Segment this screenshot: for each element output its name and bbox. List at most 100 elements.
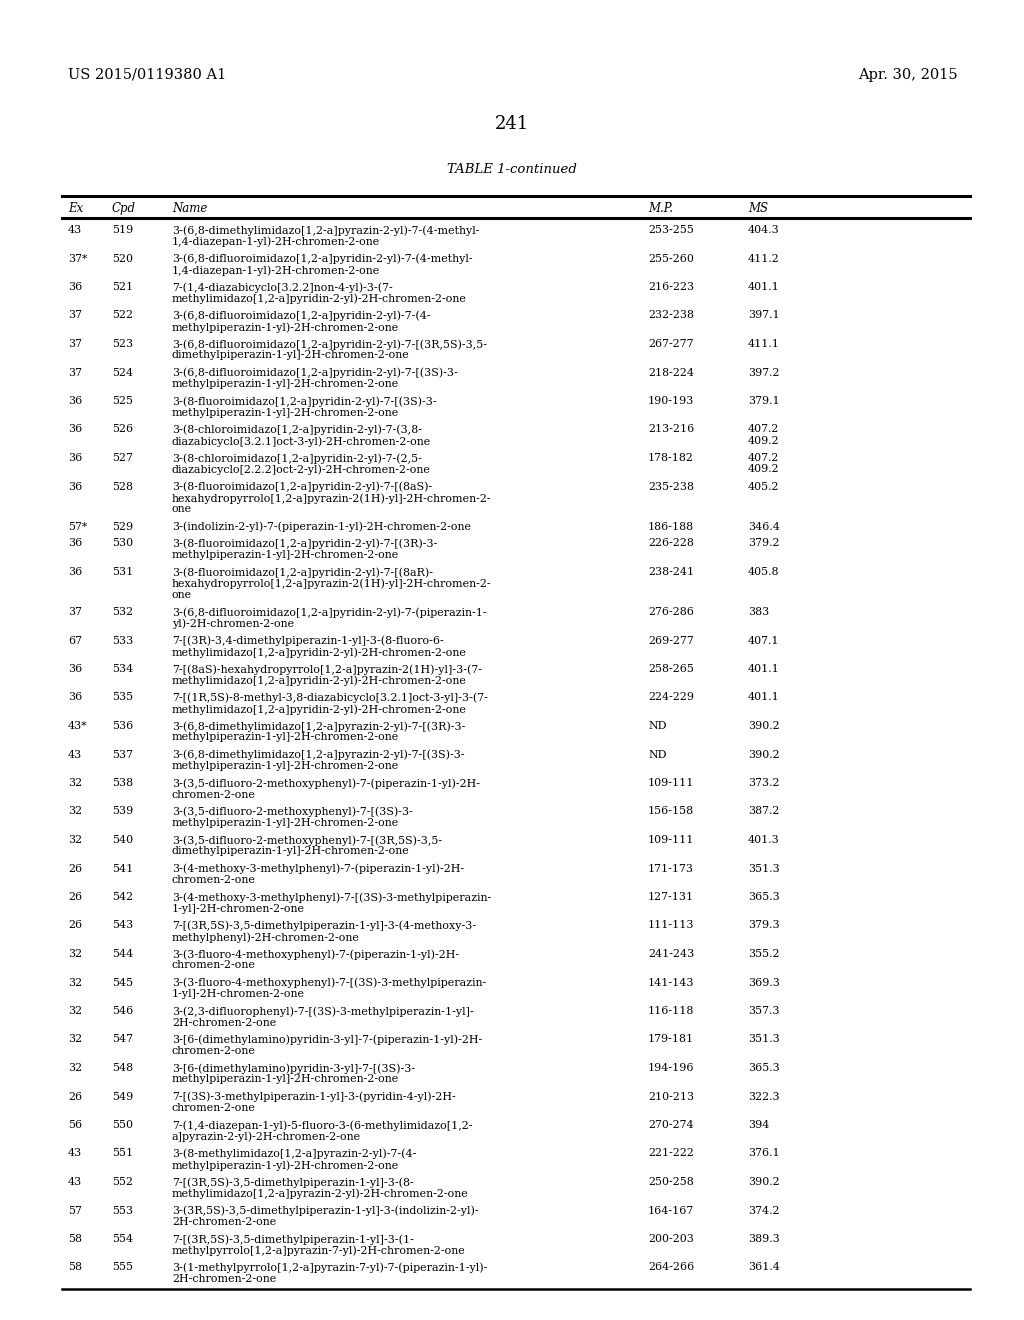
Text: 238-241: 238-241 (648, 568, 694, 577)
Text: 407.2: 407.2 (748, 425, 779, 434)
Text: 32: 32 (68, 1006, 82, 1016)
Text: 186-188: 186-188 (648, 521, 694, 532)
Text: 57*: 57* (68, 521, 87, 532)
Text: 241-243: 241-243 (648, 949, 694, 960)
Text: methylpiperazin-1-yl]-2H-chromen-2-one: methylpiperazin-1-yl]-2H-chromen-2-one (172, 818, 399, 828)
Text: 3-(6,8-difluoroimidazo[1,2-a]pyridin-2-yl)-7-(4-: 3-(6,8-difluoroimidazo[1,2-a]pyridin-2-y… (172, 310, 431, 321)
Text: 264-266: 264-266 (648, 1262, 694, 1272)
Text: 32: 32 (68, 949, 82, 960)
Text: 57: 57 (68, 1205, 82, 1216)
Text: diazabicyclo[3.2.1]oct-3-yl)-2H-chromen-2-one: diazabicyclo[3.2.1]oct-3-yl)-2H-chromen-… (172, 436, 431, 446)
Text: dimethylpiperazin-1-yl]-2H-chromen-2-one: dimethylpiperazin-1-yl]-2H-chromen-2-one (172, 351, 410, 360)
Text: 36: 36 (68, 396, 82, 407)
Text: 141-143: 141-143 (648, 978, 694, 987)
Text: 36: 36 (68, 282, 82, 292)
Text: 58: 58 (68, 1262, 82, 1272)
Text: methylimidazo[1,2-a]pyrazin-2-yl)-2H-chromen-2-one: methylimidazo[1,2-a]pyrazin-2-yl)-2H-chr… (172, 1188, 469, 1199)
Text: 36: 36 (68, 453, 82, 463)
Text: 549: 549 (112, 1092, 133, 1101)
Text: 43: 43 (68, 224, 82, 235)
Text: 26: 26 (68, 892, 82, 902)
Text: 26: 26 (68, 1092, 82, 1101)
Text: 276-286: 276-286 (648, 607, 694, 616)
Text: 369.3: 369.3 (748, 978, 780, 987)
Text: 409.2: 409.2 (748, 436, 779, 446)
Text: 32: 32 (68, 836, 82, 845)
Text: diazabicyclo[2.2.2]oct-2-yl)-2H-chromen-2-one: diazabicyclo[2.2.2]oct-2-yl)-2H-chromen-… (172, 465, 431, 475)
Text: 390.2: 390.2 (748, 1177, 779, 1187)
Text: 365.3: 365.3 (748, 892, 779, 902)
Text: 355.2: 355.2 (748, 949, 779, 960)
Text: 535: 535 (112, 693, 133, 702)
Text: 379.3: 379.3 (748, 920, 779, 931)
Text: 267-277: 267-277 (648, 339, 693, 348)
Text: 531: 531 (112, 568, 133, 577)
Text: 411.1: 411.1 (748, 339, 780, 348)
Text: 522: 522 (112, 310, 133, 321)
Text: methylpiperazin-1-yl]-2H-chromen-2-one: methylpiperazin-1-yl]-2H-chromen-2-one (172, 762, 399, 771)
Text: 552: 552 (112, 1177, 133, 1187)
Text: ND: ND (648, 721, 667, 731)
Text: 407.1: 407.1 (748, 635, 779, 645)
Text: 520: 520 (112, 253, 133, 264)
Text: 7-[(8aS)-hexahydropyrrolo[1,2-a]pyrazin-2(1H)-yl]-3-(7-: 7-[(8aS)-hexahydropyrrolo[1,2-a]pyrazin-… (172, 664, 482, 675)
Text: 270-274: 270-274 (648, 1119, 693, 1130)
Text: 554: 554 (112, 1234, 133, 1243)
Text: ND: ND (648, 750, 667, 759)
Text: Name: Name (172, 202, 208, 215)
Text: 241: 241 (495, 115, 529, 133)
Text: 537: 537 (112, 750, 133, 759)
Text: 32: 32 (68, 1035, 82, 1044)
Text: 36: 36 (68, 539, 82, 549)
Text: 3-(3-fluoro-4-methoxyphenyl)-7-(piperazin-1-yl)-2H-: 3-(3-fluoro-4-methoxyphenyl)-7-(piperazi… (172, 949, 459, 960)
Text: 36: 36 (68, 425, 82, 434)
Text: 37: 37 (68, 607, 82, 616)
Text: 3-(3,5-difluoro-2-methoxyphenyl)-7-[(3R,5S)-3,5-: 3-(3,5-difluoro-2-methoxyphenyl)-7-[(3R,… (172, 836, 442, 846)
Text: 3-(3,5-difluoro-2-methoxyphenyl)-7-(piperazin-1-yl)-2H-: 3-(3,5-difluoro-2-methoxyphenyl)-7-(pipe… (172, 777, 480, 788)
Text: 3-(6,8-dimethylimidazo[1,2-a]pyrazin-2-yl)-7-[(3R)-3-: 3-(6,8-dimethylimidazo[1,2-a]pyrazin-2-y… (172, 721, 465, 731)
Text: a]pyrazin-2-yl)-2H-chromen-2-one: a]pyrazin-2-yl)-2H-chromen-2-one (172, 1131, 361, 1142)
Text: 540: 540 (112, 836, 133, 845)
Text: 3-[6-(dimethylamino)pyridin-3-yl]-7-(piperazin-1-yl)-2H-: 3-[6-(dimethylamino)pyridin-3-yl]-7-(pip… (172, 1035, 482, 1045)
Text: methylpiperazin-1-yl]-2H-chromen-2-one: methylpiperazin-1-yl]-2H-chromen-2-one (172, 550, 399, 560)
Text: 3-(8-chloroimidazo[1,2-a]pyridin-2-yl)-7-(3,8-: 3-(8-chloroimidazo[1,2-a]pyridin-2-yl)-7… (172, 425, 422, 436)
Text: 541: 541 (112, 863, 133, 874)
Text: US 2015/0119380 A1: US 2015/0119380 A1 (68, 69, 226, 82)
Text: 401.1: 401.1 (748, 282, 779, 292)
Text: methylpyrrolo[1,2-a]pyrazin-7-yl)-2H-chromen-2-one: methylpyrrolo[1,2-a]pyrazin-7-yl)-2H-chr… (172, 1246, 466, 1257)
Text: 390.2: 390.2 (748, 750, 779, 759)
Text: chromen-2-one: chromen-2-one (172, 875, 256, 884)
Text: 404.3: 404.3 (748, 224, 779, 235)
Text: 555: 555 (112, 1262, 133, 1272)
Text: 3-(6,8-difluoroimidazo[1,2-a]pyridin-2-yl)-7-(4-methyl-: 3-(6,8-difluoroimidazo[1,2-a]pyridin-2-y… (172, 253, 473, 264)
Text: 3-(8-fluoroimidazo[1,2-a]pyridin-2-yl)-7-[(8aS)-: 3-(8-fluoroimidazo[1,2-a]pyridin-2-yl)-7… (172, 482, 432, 492)
Text: methylpiperazin-1-yl]-2H-chromen-2-one: methylpiperazin-1-yl]-2H-chromen-2-one (172, 379, 399, 389)
Text: MS: MS (748, 202, 768, 215)
Text: 36: 36 (68, 664, 82, 675)
Text: 127-131: 127-131 (648, 892, 694, 902)
Text: 405.2: 405.2 (748, 482, 779, 491)
Text: 3-(8-fluoroimidazo[1,2-a]pyridin-2-yl)-7-[(8aR)-: 3-(8-fluoroimidazo[1,2-a]pyridin-2-yl)-7… (172, 568, 433, 578)
Text: 253-255: 253-255 (648, 224, 694, 235)
Text: 67: 67 (68, 635, 82, 645)
Text: M.P.: M.P. (648, 202, 673, 215)
Text: 530: 530 (112, 539, 133, 549)
Text: 109-111: 109-111 (648, 836, 694, 845)
Text: 3-(6,8-dimethylimidazo[1,2-a]pyrazin-2-yl)-7-(4-methyl-: 3-(6,8-dimethylimidazo[1,2-a]pyrazin-2-y… (172, 224, 479, 235)
Text: 3-[6-(dimethylamino)pyridin-3-yl]-7-[(3S)-3-: 3-[6-(dimethylamino)pyridin-3-yl]-7-[(3S… (172, 1063, 415, 1073)
Text: 523: 523 (112, 339, 133, 348)
Text: 43: 43 (68, 750, 82, 759)
Text: 401.3: 401.3 (748, 836, 779, 845)
Text: 36: 36 (68, 482, 82, 491)
Text: 543: 543 (112, 920, 133, 931)
Text: chromen-2-one: chromen-2-one (172, 789, 256, 800)
Text: 190-193: 190-193 (648, 396, 694, 407)
Text: 365.3: 365.3 (748, 1063, 779, 1073)
Text: 373.2: 373.2 (748, 777, 779, 788)
Text: 1-yl]-2H-chromen-2-one: 1-yl]-2H-chromen-2-one (172, 989, 305, 999)
Text: 258-265: 258-265 (648, 664, 694, 675)
Text: 547: 547 (112, 1035, 133, 1044)
Text: 379.1: 379.1 (748, 396, 779, 407)
Text: 7-[(3S)-3-methylpiperazin-1-yl]-3-(pyridin-4-yl)-2H-: 7-[(3S)-3-methylpiperazin-1-yl]-3-(pyrid… (172, 1092, 456, 1102)
Text: 37: 37 (68, 339, 82, 348)
